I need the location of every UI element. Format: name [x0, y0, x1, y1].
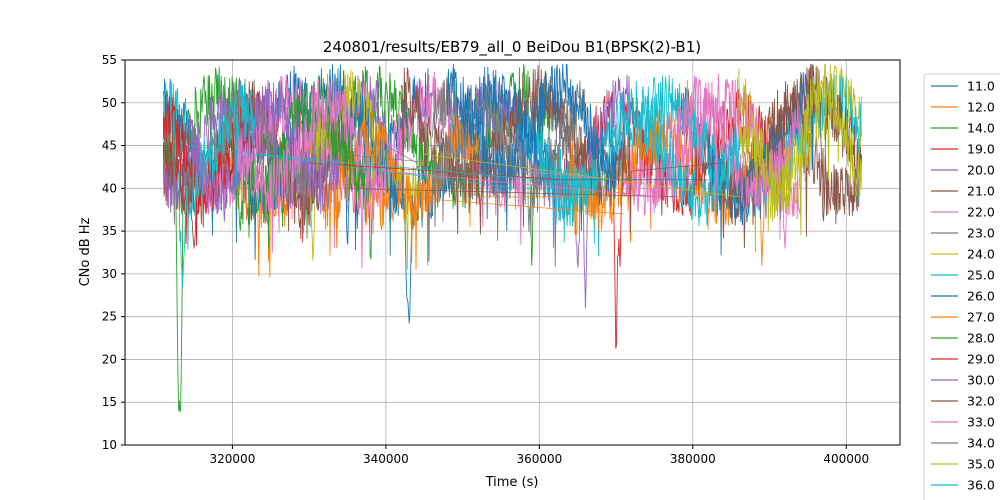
legend-label: 34.0	[967, 436, 995, 451]
x-tick-label: 380000	[670, 452, 716, 466]
y-tick-label: 45	[102, 139, 117, 153]
legend-label: 26.0	[967, 289, 995, 304]
legend-label: 36.0	[967, 478, 995, 493]
series-connector-24.0	[424, 153, 739, 198]
series-line-33.0	[231, 73, 801, 253]
legend-label: 14.0	[967, 121, 995, 136]
plot-frame	[124, 59, 901, 446]
ticks: 320000 340000 360000 380000 400000 10 15 20 25 30…	[102, 53, 869, 466]
series-connector-20.0	[385, 145, 479, 198]
y-tick-label: 40	[102, 181, 117, 195]
legend-label: 19.0	[967, 142, 995, 157]
legend-label: 22.0	[967, 205, 995, 220]
legend-label: 11.0	[967, 79, 995, 94]
y-tick-label: 30	[102, 267, 117, 281]
chart-title: 240801/results/EB79_all_0 BeiDou B1(BPSK…	[323, 38, 701, 57]
x-tick-label: 340000	[363, 452, 409, 466]
y-axis-label: CNo dB Hz	[78, 217, 93, 286]
legend-label: 28.0	[967, 331, 995, 346]
legend-label: 12.0	[967, 100, 995, 115]
series-connector-23.0	[339, 153, 432, 164]
legend-label: 30.0	[967, 373, 995, 388]
legend-label: 32.0	[967, 394, 995, 409]
legend: 11.0 12.0 14.0 19.0 20.0 21.0 22.0 23.0 24.0 25.0…	[923, 73, 1000, 500]
y-tick-label: 15	[102, 395, 117, 409]
x-tick-label: 320000	[210, 452, 256, 466]
legend-label: 29.0	[967, 352, 995, 367]
y-tick-label: 55	[102, 53, 117, 67]
series-connector-36.0	[255, 153, 540, 181]
legend-label: 37.0	[967, 499, 995, 500]
x-tick-label: 400000	[823, 452, 869, 466]
y-tick-label: 25	[102, 310, 117, 324]
series-connector-21.0	[347, 187, 678, 198]
legend-label: 35.0	[967, 457, 995, 472]
legend-label: 33.0	[967, 415, 995, 430]
legend-label: 20.0	[967, 163, 995, 178]
series-connector-32.0	[631, 162, 724, 172]
y-tick-label: 50	[102, 96, 117, 110]
series-connector-12.0	[401, 196, 624, 215]
legend-box	[923, 73, 1000, 500]
legend-label: 27.0	[967, 310, 995, 325]
legend-label: 24.0	[967, 247, 995, 262]
legend-label: 23.0	[967, 226, 995, 241]
series-connector-19.0	[309, 162, 563, 181]
series-layer	[162, 63, 863, 413]
series-line-35.0	[738, 63, 863, 222]
series-connector-33.0	[385, 170, 663, 198]
series-line-37.0	[446, 63, 617, 231]
y-tick-label: 35	[102, 224, 117, 238]
legend-label: 21.0	[967, 184, 995, 199]
series-line-30.0	[185, 80, 341, 222]
y-tick-label: 20	[102, 352, 117, 366]
x-axis-label: Time (s)	[485, 475, 539, 490]
series-line-36.0	[178, 81, 740, 286]
y-tick-label: 10	[102, 438, 117, 452]
x-tick-label: 360000	[516, 452, 562, 466]
legend-label: 25.0	[967, 268, 995, 283]
series-connector-25.0	[186, 145, 517, 189]
